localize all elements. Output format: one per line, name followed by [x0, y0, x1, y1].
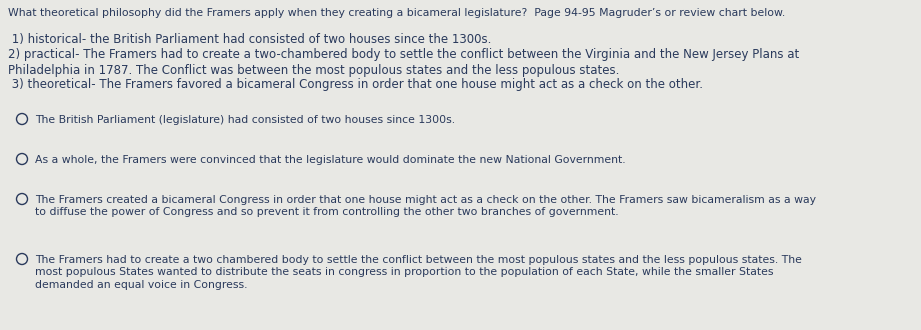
- Text: 2) practical- The Framers had to create a two-chambered body to settle the confl: 2) practical- The Framers had to create …: [8, 48, 799, 77]
- Text: The British Parliament (legislature) had consisted of two houses since 1300s.: The British Parliament (legislature) had…: [35, 115, 455, 125]
- Text: As a whole, the Framers were convinced that the legislature would dominate the n: As a whole, the Framers were convinced t…: [35, 155, 625, 165]
- Text: The Framers had to create a two chambered body to settle the conflict between th: The Framers had to create a two chambere…: [35, 255, 802, 290]
- Text: 1) historical- the British Parliament had consisted of two houses since the 1300: 1) historical- the British Parliament ha…: [8, 33, 492, 46]
- Text: 3) theoretical- The Framers favored a bicameral Congress in order that one house: 3) theoretical- The Framers favored a bi…: [8, 78, 703, 91]
- Text: What theoretical philosophy did the Framers apply when they creating a bicameral: What theoretical philosophy did the Fram…: [8, 8, 786, 18]
- Text: The Framers created a bicameral Congress in order that one house might act as a : The Framers created a bicameral Congress…: [35, 195, 816, 217]
